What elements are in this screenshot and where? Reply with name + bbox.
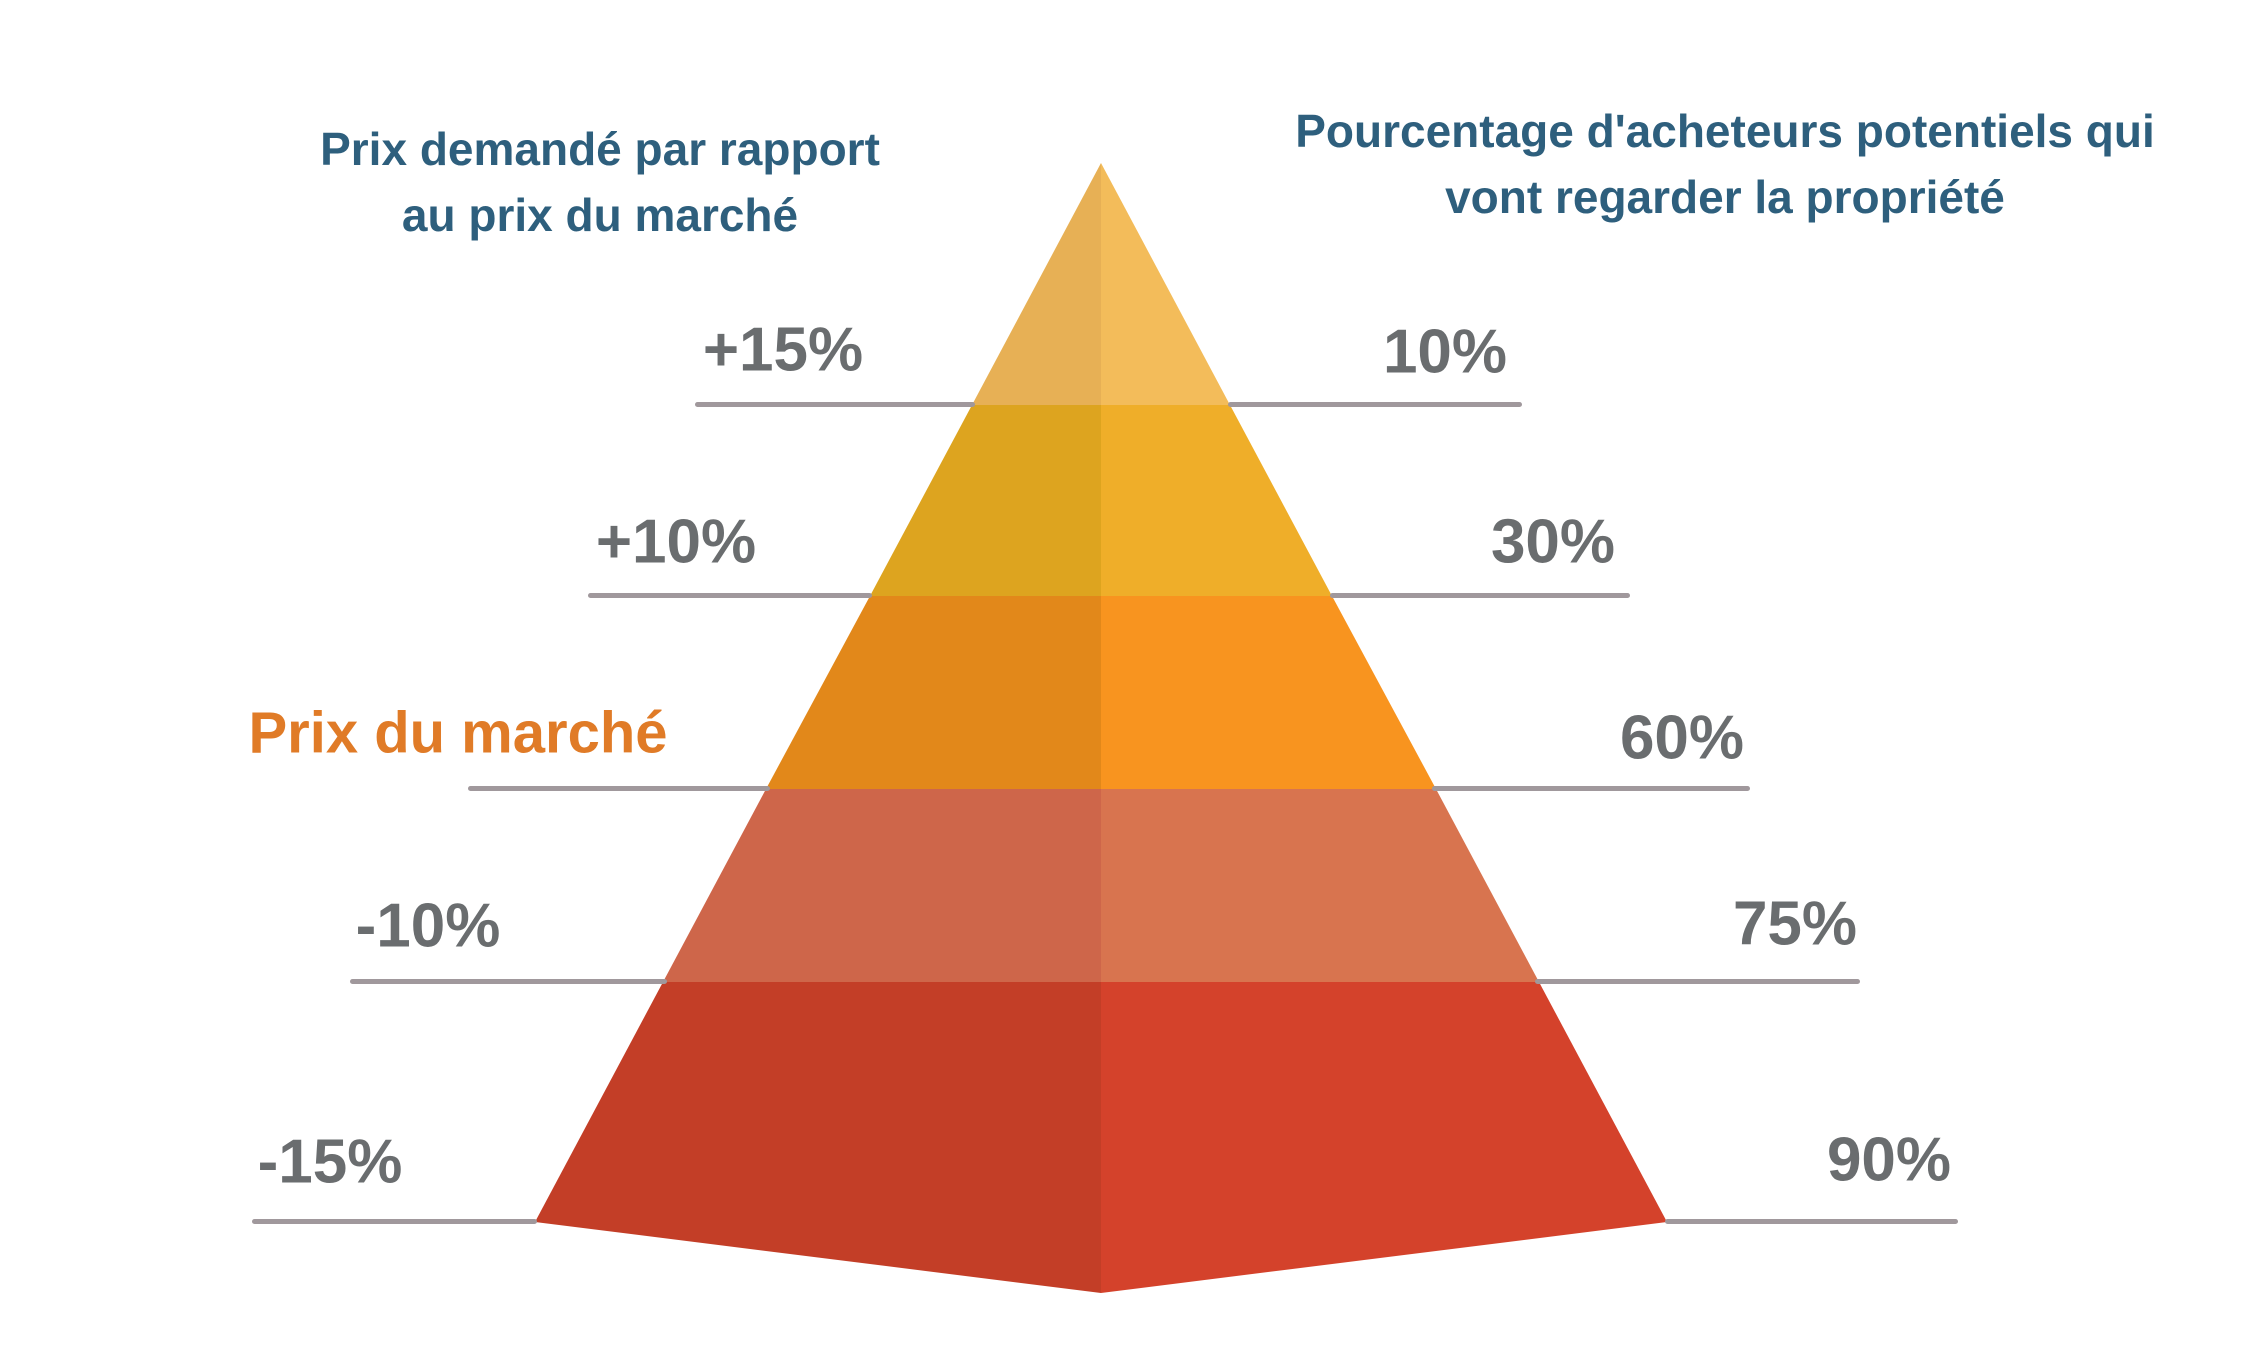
price-label-plus10: +10% bbox=[595, 507, 757, 577]
line-minus15-left bbox=[252, 1219, 537, 1224]
band-plus15-left-face bbox=[972, 163, 1101, 405]
line-minus15-right bbox=[1665, 1219, 1958, 1224]
band-plus10-left-face bbox=[870, 405, 1101, 596]
line-minus10-left bbox=[350, 979, 667, 984]
price-label-minus10: -10% bbox=[355, 891, 501, 961]
buyers-label-minus15: 90% bbox=[1826, 1125, 1952, 1195]
line-plus15-left bbox=[695, 402, 975, 407]
band-plus15-right-face bbox=[1101, 163, 1230, 405]
right-column-header: Pourcentage d'acheteurs potentiels qui v… bbox=[1295, 98, 2155, 230]
buyers-label-market: 60% bbox=[1619, 703, 1745, 773]
band-minus10-left-face bbox=[663, 789, 1101, 982]
left-column-header-line2: au prix du marché bbox=[401, 189, 799, 241]
right-column-header-line2: vont regarder la propriété bbox=[1445, 171, 2005, 223]
price-label-minus15: -15% bbox=[257, 1127, 403, 1197]
line-plus10-right bbox=[1330, 593, 1630, 598]
band-minus15-left-face bbox=[535, 982, 1101, 1293]
line-minus10-right bbox=[1535, 979, 1860, 984]
line-market-left bbox=[468, 786, 770, 791]
buyers-label-minus10: 75% bbox=[1732, 889, 1858, 959]
price-label-plus15: +15% bbox=[702, 315, 864, 385]
band-minus15-right-face bbox=[1101, 982, 1667, 1293]
buyers-label-plus10: 30% bbox=[1490, 507, 1616, 577]
line-market-right bbox=[1432, 786, 1750, 791]
left-column-header: Prix demandé par rapport au prix du marc… bbox=[320, 116, 880, 248]
band-market-left-face bbox=[766, 596, 1101, 789]
line-plus15-right bbox=[1228, 402, 1522, 407]
line-plus10-left bbox=[588, 593, 872, 598]
right-column-header-line1: Pourcentage d'acheteurs potentiels qui bbox=[1295, 105, 2155, 157]
buyers-label-plus15: 10% bbox=[1382, 317, 1508, 387]
band-minus10-right-face bbox=[1101, 789, 1539, 982]
market-price-label: Prix du marché bbox=[248, 700, 668, 766]
left-column-header-line1: Prix demandé par rapport bbox=[320, 123, 880, 175]
band-market-right-face bbox=[1101, 596, 1436, 789]
band-plus10-right-face bbox=[1101, 405, 1332, 596]
